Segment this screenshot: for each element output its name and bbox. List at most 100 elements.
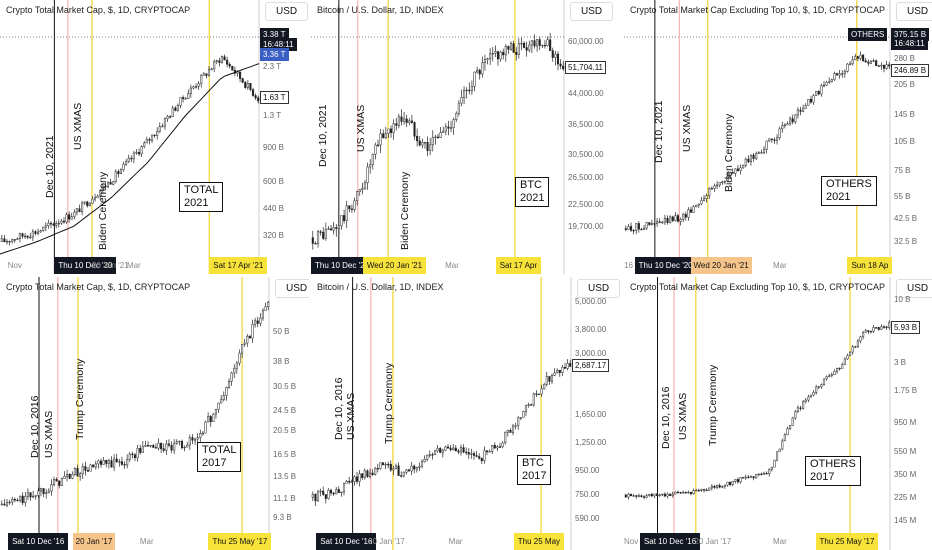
candle-body	[799, 407, 802, 409]
candle-body	[716, 184, 719, 187]
candle-body	[407, 469, 411, 472]
candle-body	[517, 43, 520, 55]
candle-body	[63, 476, 66, 479]
candle-body	[143, 142, 146, 147]
candle-body	[217, 402, 220, 410]
candle-body	[794, 114, 797, 123]
candle-body	[150, 134, 154, 141]
candle-body	[16, 499, 19, 502]
candle-body	[376, 144, 380, 146]
candle-body	[854, 346, 857, 348]
candle-body	[744, 476, 747, 479]
chart-panel: Crypto Total Market Cap, $, 1D, CRYPTOCA…	[0, 277, 309, 550]
candle-body	[223, 56, 226, 61]
candle-body	[875, 327, 878, 329]
x-axis-label: 20 Jan '17	[694, 537, 732, 546]
candle-body	[723, 180, 726, 183]
price-tag: 246.89 B	[891, 63, 930, 77]
candle-body	[872, 327, 875, 332]
candle-body	[251, 324, 254, 339]
candle-body	[885, 326, 888, 328]
y-tick-label: 60,000.00	[568, 37, 604, 47]
candle-body	[491, 53, 494, 55]
currency-button[interactable]: USD	[275, 279, 309, 298]
candle-body	[540, 388, 543, 395]
candle-body	[739, 477, 742, 483]
candle-body	[778, 448, 781, 452]
y-tick-label: 55 B	[894, 192, 911, 202]
candle-body	[535, 393, 538, 395]
candle-body	[472, 453, 476, 456]
candle-body	[55, 479, 58, 482]
candle-body	[684, 492, 687, 494]
candle-body	[70, 216, 73, 220]
y-tick-label: 205 B	[894, 80, 915, 90]
candle-body	[749, 154, 753, 163]
x-axis-label: Mar	[448, 537, 463, 546]
candle-body	[65, 214, 68, 223]
candle-body	[158, 126, 161, 132]
candle-body	[815, 386, 818, 393]
candle-body	[5, 502, 9, 506]
candle-body	[452, 447, 455, 450]
candle-body	[162, 448, 165, 451]
candle-body	[465, 89, 468, 92]
candle-body	[322, 231, 325, 239]
price-tag: OTHERS	[848, 28, 888, 42]
symbol-year-line: OTHERS	[826, 178, 872, 190]
candle-body	[648, 494, 651, 496]
candle-body	[653, 493, 656, 497]
candle-body	[241, 344, 244, 354]
candle-body	[316, 231, 320, 244]
candle-body	[227, 381, 231, 388]
y-tick-label: 30.5 B	[273, 381, 297, 391]
candle-body	[444, 446, 447, 451]
x-axis-label: Mar	[772, 261, 787, 270]
candle-body	[794, 411, 797, 419]
candle-body	[524, 405, 528, 412]
y-tick-label: 11.1 B	[273, 493, 296, 503]
candle-body	[316, 491, 320, 502]
time-axis: Nov Thu 10 Dec '20 20 Jan '21 Mar Sat 17 Apr…	[0, 257, 309, 274]
candle-body	[520, 43, 523, 45]
candle-body	[314, 494, 317, 502]
x-axis-label: 20 Jan '17	[72, 533, 116, 550]
currency-button[interactable]: USD	[896, 2, 932, 21]
candle-body	[491, 445, 494, 452]
price-tag: 16:48:11	[891, 36, 928, 50]
symbol-year-line: OTHERS	[810, 458, 856, 470]
candle-body	[504, 432, 507, 444]
candle-body	[402, 471, 405, 477]
y-tick-label: 13.5 B	[273, 472, 297, 482]
candle-body	[658, 494, 661, 496]
y-tick-label: 26,500.00	[568, 173, 604, 183]
currency-button[interactable]: USD	[570, 2, 614, 21]
y-tick-label: 2.3 T	[263, 62, 282, 72]
candle-body	[11, 499, 14, 503]
candle-body	[105, 459, 108, 464]
candle-body	[363, 470, 366, 478]
candle-body	[467, 452, 470, 455]
candle-body	[530, 40, 533, 46]
candle-body	[154, 447, 157, 449]
candle-body	[371, 472, 374, 475]
candle-body	[762, 472, 766, 475]
candle-body	[658, 221, 661, 223]
candle-body	[102, 459, 105, 465]
candle-body	[475, 455, 478, 457]
candle-body	[389, 463, 392, 471]
currency-button[interactable]: USD	[265, 2, 309, 21]
candle-body	[833, 370, 836, 375]
candle-body	[455, 113, 458, 120]
candle-body	[710, 485, 713, 489]
currency-button[interactable]: USD	[577, 279, 621, 298]
chart-title: Bitcoin / U.S. Dollar, 1D, INDEX	[317, 5, 444, 15]
candle-body	[666, 218, 669, 223]
currency-button[interactable]: USD	[896, 279, 932, 298]
candle-body	[62, 220, 66, 223]
candle-body	[645, 495, 648, 498]
candle-body	[463, 90, 466, 98]
candle-body	[624, 494, 627, 498]
candle-body	[8, 240, 11, 243]
event-label: Trump Ceremony	[74, 358, 86, 440]
